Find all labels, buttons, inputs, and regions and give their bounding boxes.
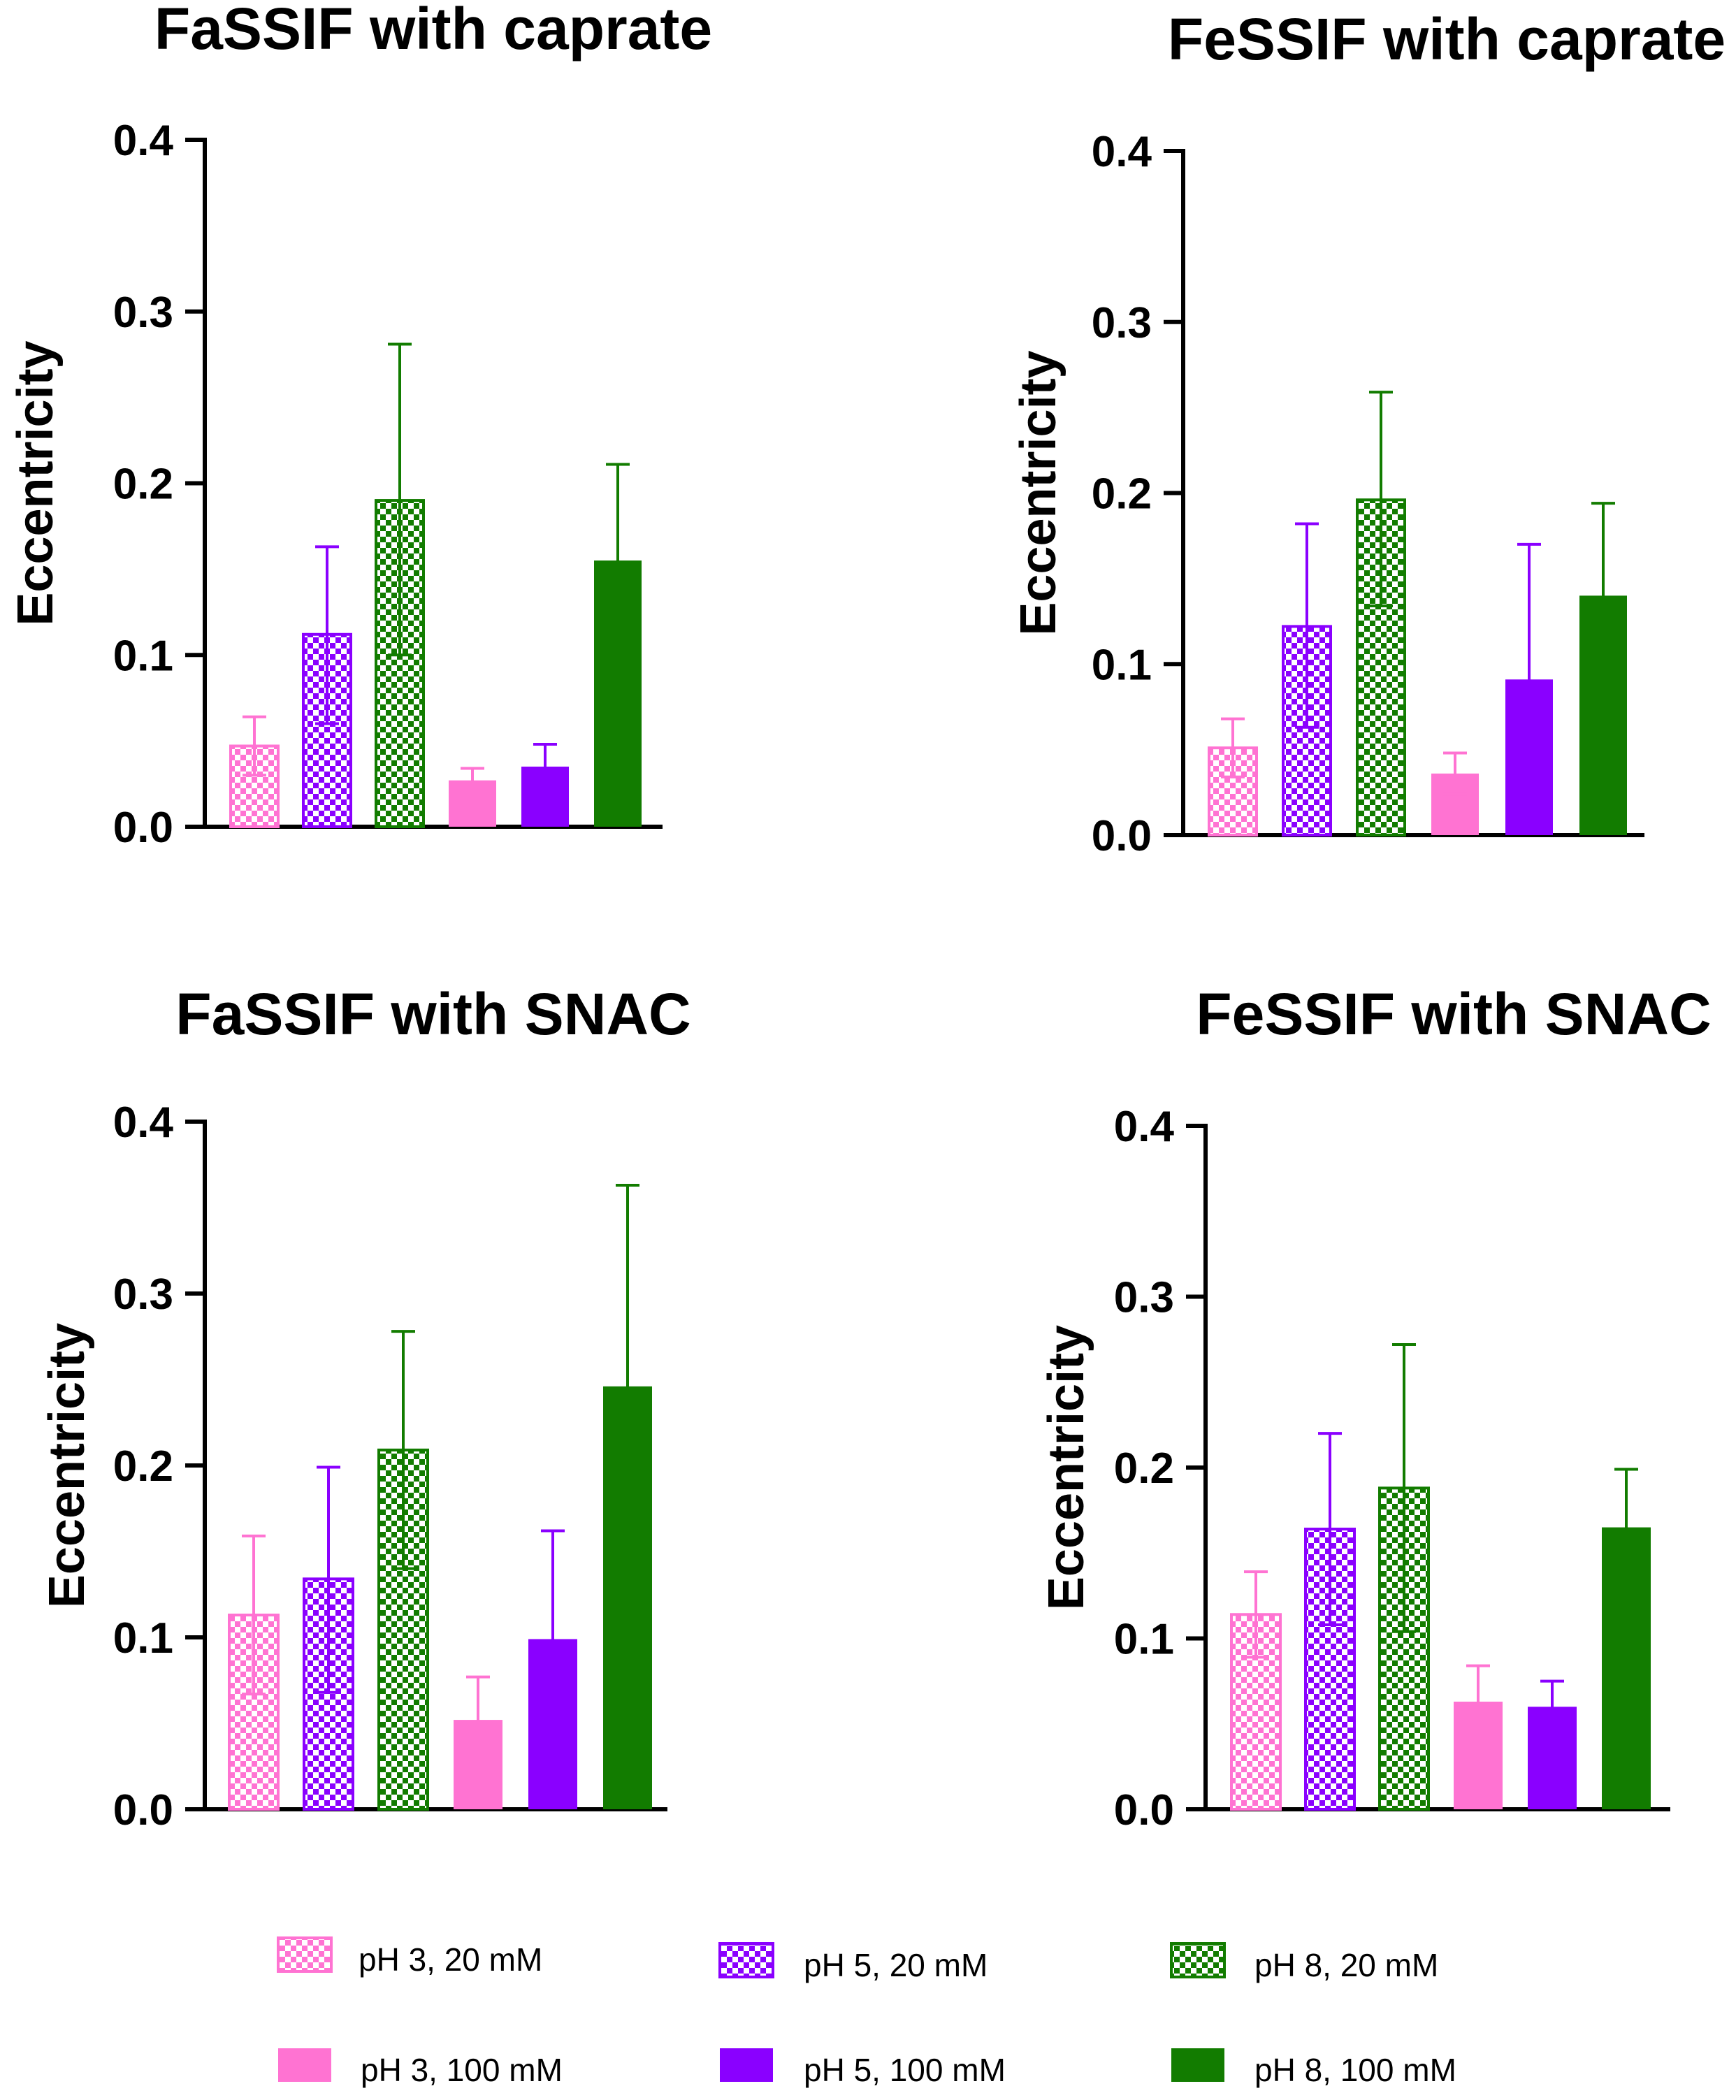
y-tick-label: 0.2 (113, 1442, 173, 1491)
legend-label: pH 5, 100 mM (804, 2052, 1006, 2088)
legend-label: pH 3, 100 mM (361, 2052, 563, 2088)
chart-title: FeSSIF with caprate (1168, 6, 1726, 72)
y-tick-label: 0.2 (1114, 1444, 1174, 1493)
y-tick-label: 0.3 (113, 1270, 173, 1319)
y-tick-label: 0.2 (1092, 470, 1152, 519)
legend-swatch (278, 2048, 331, 2082)
chart-title: FeSSIF with SNAC (1196, 981, 1711, 1047)
y-tick-label: 0.0 (1092, 812, 1152, 860)
y-tick-label: 0.1 (1092, 641, 1152, 689)
legend-swatch (277, 1936, 333, 1973)
y-tick-label: 0.1 (113, 1614, 173, 1663)
legend-swatch (718, 1942, 774, 1978)
y-tick-label: 0.4 (113, 117, 174, 165)
y-tick-label: 0.3 (1114, 1274, 1174, 1322)
y-tick-label: 0.3 (1092, 299, 1152, 347)
y-tick-label: 0.1 (1114, 1616, 1174, 1664)
y-axis-label: Eccentricity (39, 1323, 95, 1608)
legend-label: pH 8, 20 mM (1254, 1947, 1438, 1983)
legend-swatch (1170, 1942, 1226, 1978)
y-tick-label: 0.0 (1114, 1786, 1174, 1834)
y-tick-label: 0.4 (1092, 128, 1152, 176)
y-axis-label: Eccentricity (1039, 1325, 1094, 1610)
chart-title: FaSSIF with SNAC (175, 981, 690, 1047)
y-tick-label: 0.0 (113, 804, 173, 852)
bar-1 (1208, 746, 1258, 837)
chart-panel-2: FeSSIF with caprate Eccentricity 0.0 0.1 0.2… (1011, 6, 1726, 860)
y-tick-label: 0.4 (1114, 1103, 1175, 1151)
legend: pH 3, 20 mM pH 5, 20 mM pH 8, 20 mM pH 3, 1… (277, 1936, 1456, 2088)
y-tick-label: 0.3 (113, 289, 173, 337)
y-axis-label: Eccentricity (1011, 350, 1066, 635)
y-tick-label: 0.1 (113, 632, 173, 680)
legend-swatch (720, 2048, 773, 2082)
chart-panel-1: FaSSIF with caprate Eccentricity 0.0 0.1 0.2… (8, 0, 712, 852)
chart-title: FaSSIF with caprate (154, 0, 712, 61)
y-tick-label: 0.4 (113, 1099, 174, 1147)
legend-label: pH 5, 20 mM (804, 1947, 988, 1983)
chart-panel-4: FeSSIF with SNAC Eccentricity 0.0 0.1 0.2 0.3… (1039, 981, 1712, 1834)
legend-label: pH 8, 100 mM (1254, 2052, 1456, 2088)
legend-swatch (1171, 2048, 1224, 2082)
chart-panel-3: FaSSIF with SNAC Eccentricity 0.0 0.1 0.2 0.3… (39, 981, 691, 1834)
legend-label: pH 3, 20 mM (359, 1941, 542, 1978)
y-tick-label: 0.2 (113, 461, 173, 509)
y-tick-label: 0.0 (113, 1786, 173, 1834)
y-axis-label: Eccentricity (8, 340, 64, 625)
